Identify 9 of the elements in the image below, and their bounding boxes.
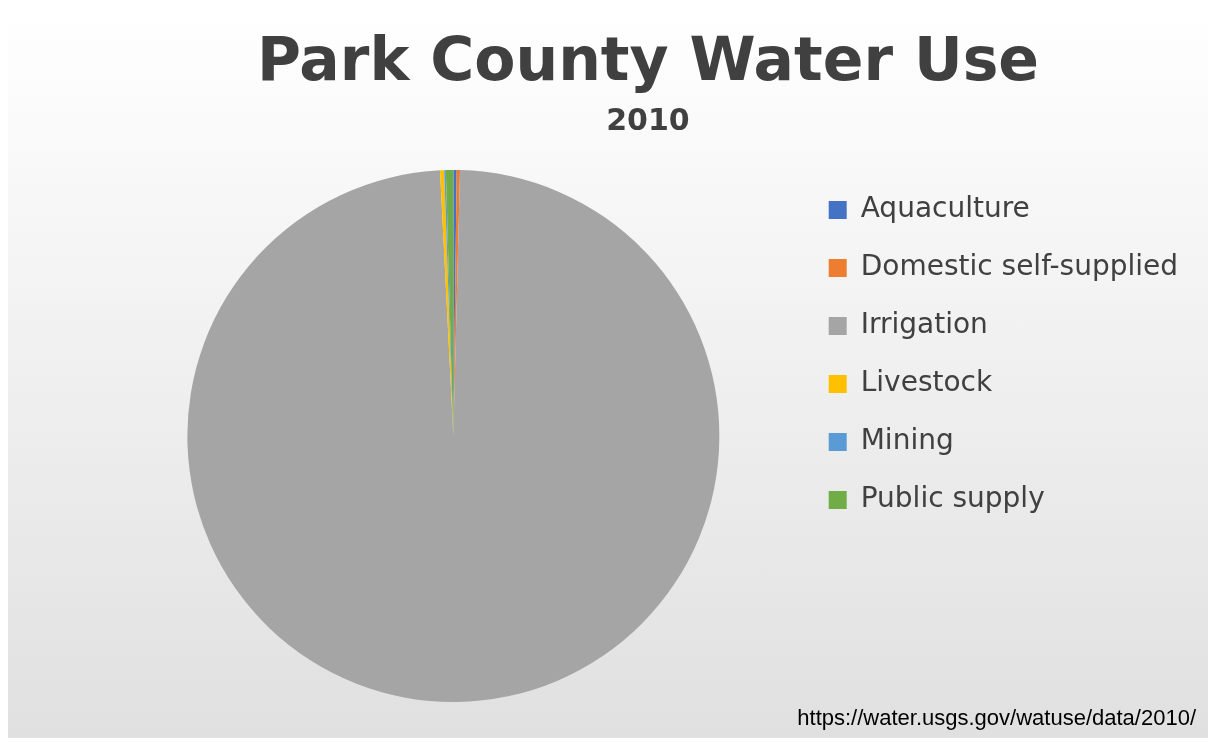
legend-label: Mining [860, 423, 954, 457]
legend-label: Domestic self-supplied [860, 249, 1178, 283]
legend-label: Livestock [860, 365, 993, 399]
chart-subtitle: 2010 [606, 101, 690, 137]
legend-label: Aquaculture [860, 191, 1030, 225]
legend-label: Public supply [860, 481, 1045, 515]
legend-label: Irrigation [860, 307, 988, 341]
text: https://water.usgs.gov/watuse/data/2010/ [797, 705, 1197, 731]
chart-title: Park County Water Use [256, 23, 1040, 94]
